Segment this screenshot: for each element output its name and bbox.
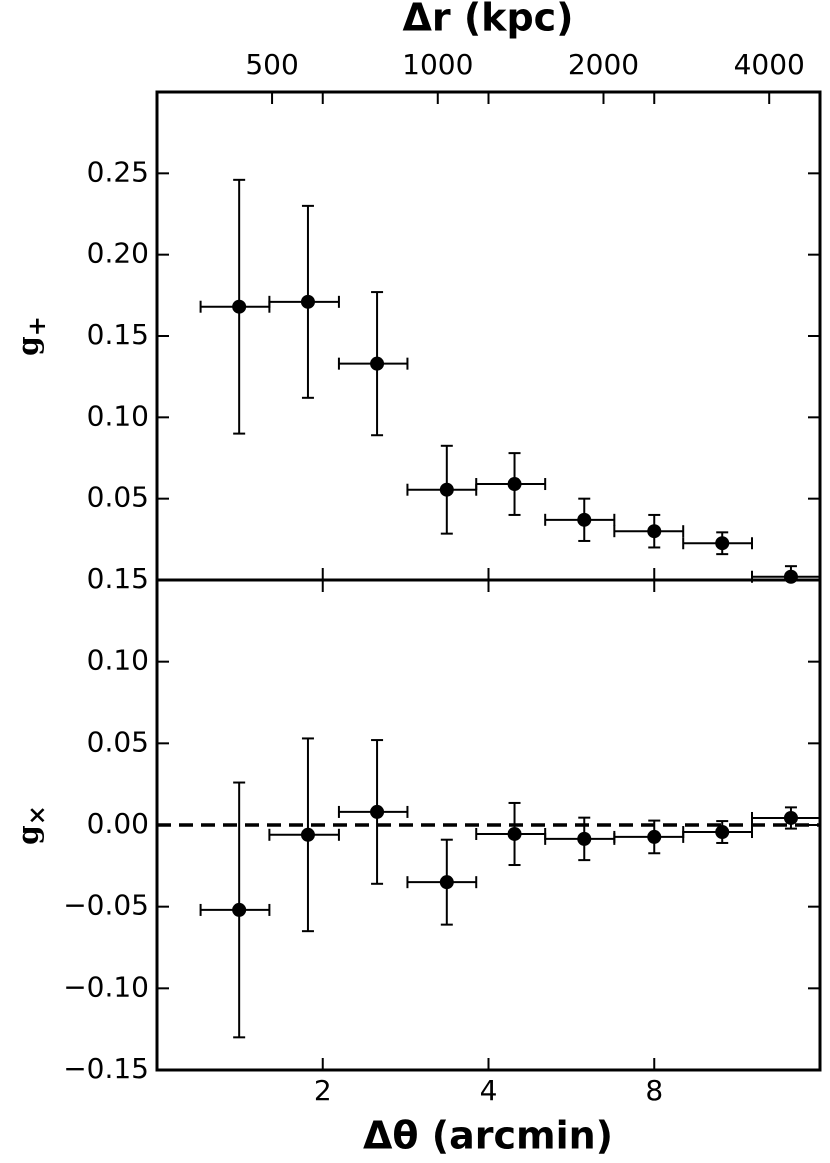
- data-point: [507, 826, 522, 841]
- y-label-sub: ×: [22, 805, 51, 825]
- y-label-main: g: [12, 336, 45, 356]
- top-tick-label: 4000: [734, 48, 805, 81]
- y-tick-label: 0.10: [87, 399, 149, 432]
- data-point: [439, 482, 454, 497]
- y-axis-label: g×: [12, 805, 51, 845]
- data-point: [715, 825, 730, 840]
- y-tick-label: 0.05: [87, 481, 149, 514]
- data-point: [370, 356, 385, 371]
- data-point: [232, 902, 247, 917]
- y-tick-label: 0.10: [87, 644, 149, 677]
- x-tick-label: 2: [314, 1074, 332, 1107]
- top-tick-label: 500: [245, 48, 298, 81]
- y-tick-label: 0.15: [87, 562, 149, 595]
- data-point: [232, 299, 247, 314]
- data-point: [715, 536, 730, 551]
- data-point: [647, 829, 662, 844]
- top-axis-label: Δr (kpc): [402, 0, 573, 40]
- x-tick-label: 8: [645, 1074, 663, 1107]
- y-label-sub: +: [22, 316, 51, 336]
- top-tick-label: 1000: [402, 48, 473, 81]
- y-tick-label: 0.15: [87, 318, 149, 351]
- data-point: [577, 831, 592, 846]
- data-point: [439, 875, 454, 890]
- y-tick-label: 0.25: [87, 155, 149, 188]
- data-point: [300, 827, 315, 842]
- plot-frame: [155, 90, 822, 582]
- y-tick-label: −0.05: [63, 889, 149, 922]
- y-tick-label: −0.15: [63, 1052, 149, 1085]
- y-label-main: g: [12, 825, 45, 845]
- data-point: [507, 477, 522, 492]
- x-tick-label: 4: [480, 1074, 498, 1107]
- data-point: [647, 524, 662, 539]
- y-tick-label: 0.05: [87, 725, 149, 758]
- data-point: [577, 512, 592, 527]
- y-tick-label: 0.20: [87, 237, 149, 270]
- data-point: [783, 810, 798, 825]
- top-tick-label: 2000: [568, 48, 639, 81]
- data-point: [300, 294, 315, 309]
- y-tick-label: −0.10: [63, 970, 149, 1003]
- x-axis-label: Δθ (arcmin): [363, 1114, 613, 1158]
- data-point: [370, 804, 385, 819]
- data-point: [783, 569, 798, 584]
- y-tick-label: 0.00: [87, 807, 149, 840]
- y-axis-label: g+: [12, 316, 51, 356]
